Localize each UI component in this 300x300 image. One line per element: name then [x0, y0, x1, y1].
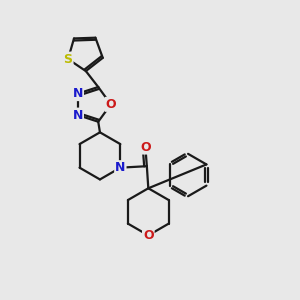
- Text: N: N: [73, 87, 83, 100]
- Text: O: O: [143, 229, 154, 242]
- Text: O: O: [106, 98, 116, 111]
- Text: O: O: [140, 141, 151, 154]
- Text: S: S: [64, 52, 73, 66]
- Text: N: N: [73, 109, 83, 122]
- Text: N: N: [115, 161, 125, 174]
